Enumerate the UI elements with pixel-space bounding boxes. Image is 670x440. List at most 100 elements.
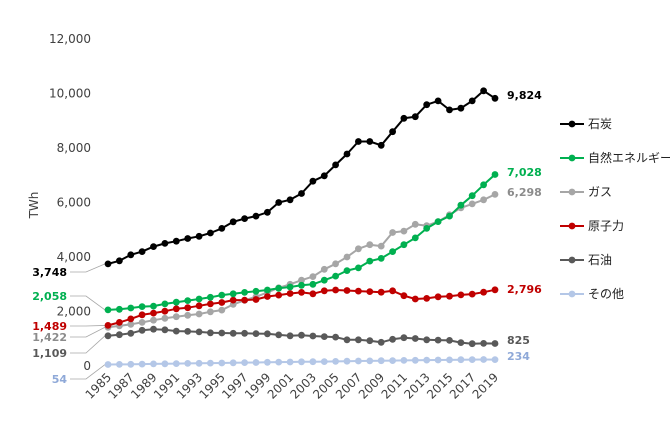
data-point (355, 245, 362, 253)
legend-swatch-marker (568, 120, 576, 128)
legend-label: ガス (588, 185, 612, 199)
end-value-label: 234 (507, 350, 530, 363)
data-point (172, 298, 180, 306)
data-point (355, 264, 362, 272)
data-point (161, 314, 169, 322)
data-point (411, 335, 419, 342)
data-point (150, 302, 157, 310)
data-point (150, 243, 157, 251)
data-point (434, 97, 442, 105)
legend-swatch-marker (568, 256, 576, 264)
data-point (286, 332, 294, 340)
data-point (320, 276, 328, 284)
data-point (320, 265, 328, 273)
data-point (480, 288, 487, 296)
data-point (161, 240, 169, 247)
start-value-label: 1,489 (32, 320, 67, 333)
data-point (377, 255, 385, 262)
x-tick-labels: 1985198719891991199319951997199920012003… (83, 370, 501, 401)
data-point (377, 288, 385, 296)
data-point (434, 336, 442, 344)
y-tick-label: 0 (83, 359, 91, 373)
data-point (264, 293, 271, 300)
data-point (468, 97, 476, 105)
data-point (332, 333, 339, 341)
data-point (184, 360, 192, 367)
data-point (343, 150, 351, 158)
data-point (366, 257, 374, 265)
start-leader-line (70, 263, 106, 273)
data-point (218, 299, 226, 306)
data-point (138, 311, 146, 319)
data-point (446, 337, 453, 344)
data-point (389, 128, 396, 136)
data-point (480, 196, 487, 204)
data-point (127, 251, 135, 259)
data-point (355, 336, 362, 344)
data-point (207, 293, 214, 301)
data-point (468, 356, 476, 363)
data-point (161, 360, 169, 368)
data-point (468, 200, 476, 208)
data-point (343, 287, 351, 294)
start-value-label: 1,422 (32, 331, 67, 344)
data-point (150, 316, 157, 324)
data-point (275, 291, 283, 299)
data-point (195, 302, 203, 310)
data-point (241, 329, 249, 337)
data-point (377, 338, 385, 346)
data-point (161, 307, 169, 315)
data-point (423, 225, 431, 232)
data-point (400, 334, 408, 342)
y-tick-label: 8,000 (57, 141, 91, 155)
data-point (366, 138, 374, 145)
data-point (400, 241, 408, 249)
start-value-label: 3,748 (32, 266, 67, 279)
data-point (343, 267, 351, 274)
data-point (252, 287, 260, 295)
data-point (446, 106, 453, 114)
data-point (400, 292, 408, 300)
data-point (491, 340, 499, 347)
data-point (264, 286, 271, 294)
data-point (207, 329, 214, 337)
data-point (320, 172, 328, 180)
data-point (320, 358, 328, 365)
start-leader-line (70, 335, 106, 354)
legend-swatch-marker (568, 222, 576, 230)
data-point (138, 319, 146, 326)
data-point (423, 295, 431, 302)
data-point (252, 212, 260, 220)
data-point (286, 283, 294, 291)
data-point (264, 358, 271, 366)
data-point (389, 229, 396, 236)
data-point (468, 290, 476, 298)
data-point (218, 359, 226, 367)
data-point (275, 358, 283, 366)
y-tick-label: 2,000 (57, 305, 91, 319)
data-point (218, 329, 226, 337)
data-point (298, 331, 305, 339)
data-point (127, 329, 135, 337)
data-point (377, 141, 385, 149)
legend-item: 自然エネルギー (560, 150, 670, 165)
data-point (241, 359, 249, 366)
data-point (104, 361, 112, 368)
data-point (104, 322, 112, 329)
data-point (150, 325, 157, 333)
data-point (400, 114, 408, 122)
data-point (366, 337, 374, 345)
data-point (104, 306, 112, 314)
data-point (172, 305, 180, 313)
x-tick-label: 2019 (470, 370, 501, 401)
data-point (207, 308, 214, 316)
data-point (127, 304, 135, 312)
data-point (218, 306, 226, 314)
data-point (138, 248, 146, 256)
data-point (161, 300, 169, 308)
data-point (343, 357, 351, 365)
data-point (309, 280, 317, 288)
